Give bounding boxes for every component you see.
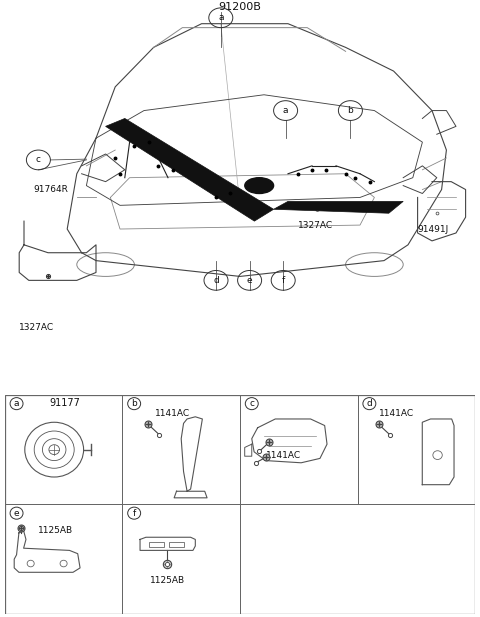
Polygon shape (106, 118, 274, 221)
Text: b: b (348, 106, 353, 115)
Text: 1141AC: 1141AC (379, 409, 414, 418)
Text: 1141AC: 1141AC (266, 451, 301, 460)
Text: a: a (283, 106, 288, 115)
Text: f: f (282, 276, 285, 285)
Text: 1125AB: 1125AB (150, 576, 185, 584)
Text: c: c (249, 399, 254, 408)
Text: 91764R: 91764R (34, 185, 69, 194)
Text: f: f (132, 508, 136, 518)
Text: 1327AC: 1327AC (298, 221, 333, 230)
Text: 1327AC: 1327AC (19, 323, 54, 332)
Bar (149, 542, 164, 547)
Text: a: a (218, 14, 224, 22)
Text: 91177: 91177 (49, 397, 80, 408)
Polygon shape (274, 201, 403, 213)
Text: c: c (36, 155, 41, 164)
Text: e: e (247, 276, 252, 285)
Text: e: e (14, 508, 19, 518)
Text: a: a (14, 399, 19, 408)
Text: d: d (213, 276, 219, 285)
Text: d: d (367, 399, 372, 408)
Text: b: b (132, 399, 137, 408)
Text: 91200B: 91200B (218, 2, 262, 12)
Text: 1125AB: 1125AB (38, 526, 73, 536)
Text: 91491J: 91491J (418, 225, 449, 233)
Text: 1141AC: 1141AC (156, 409, 191, 418)
Ellipse shape (245, 178, 274, 194)
Bar (169, 542, 183, 547)
